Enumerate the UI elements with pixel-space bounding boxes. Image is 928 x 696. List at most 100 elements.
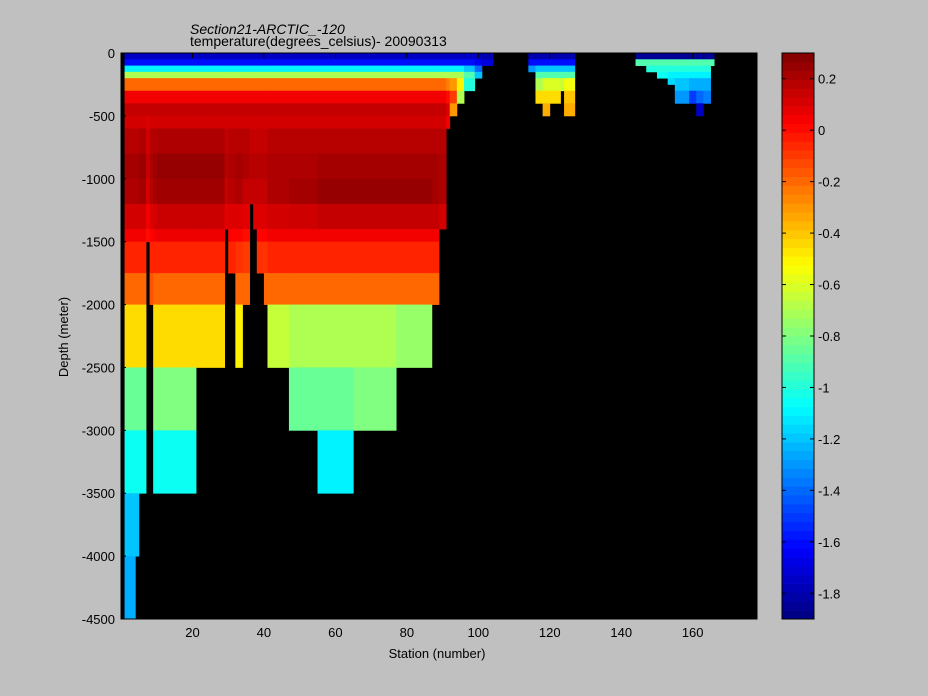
heatmap-cell [710, 59, 715, 66]
heatmap-cell [439, 115, 447, 129]
heatmap-cell [235, 229, 243, 243]
heatmap-cell [249, 90, 254, 104]
plot-area [120, 52, 758, 620]
heatmap-cell [317, 229, 354, 243]
heatmap-cell [263, 229, 268, 243]
colorbar-axis: 0.2 0 -0.2 -0.4 -0.6 -0.8 -1 -1.2 -1.4 -1.6 -1.8 [782, 72, 840, 601]
heatmap-cell [156, 430, 197, 494]
heatmap-cell [353, 304, 397, 368]
heatmap-cell [242, 53, 251, 60]
heatmap-cell [549, 65, 561, 73]
heatmap-cell [439, 178, 447, 205]
heatmap-cell [549, 71, 561, 79]
heatmap-cell [263, 59, 268, 66]
heatmap-cell [396, 273, 433, 305]
heatmap-cell [667, 71, 676, 79]
heatmap-cell [353, 53, 397, 60]
heatmap-cell [156, 178, 197, 205]
colorbar-swatch [782, 247, 814, 257]
heatmap-cell [249, 103, 254, 117]
heatmap-cell [146, 103, 150, 117]
heatmap-cell [549, 53, 561, 60]
heatmap-cell [267, 178, 290, 205]
colorbar-tick-label: -0.8 [818, 329, 840, 344]
heatmap-cell [135, 367, 140, 431]
heatmap-cell [535, 59, 544, 66]
x-tick-label: 40 [257, 625, 271, 640]
heatmap-cell [124, 229, 136, 243]
heatmap-cell [253, 53, 258, 60]
heatmap-cell [696, 90, 704, 104]
heatmap-cell [138, 229, 147, 243]
colorbar-swatch [782, 221, 814, 231]
colorbar-swatch [782, 123, 814, 133]
heatmap-cell [464, 53, 476, 60]
heatmap-cell [396, 229, 433, 243]
colorbar [781, 52, 815, 620]
heatmap-cell [235, 71, 243, 79]
heatmap-cell [674, 65, 690, 73]
heatmap-cell [256, 53, 265, 60]
heatmap-cell [464, 65, 476, 73]
colorbar-swatch [782, 512, 814, 523]
heatmap-cell [317, 90, 354, 104]
heatmap-cell [156, 71, 197, 79]
colorbar-swatch [782, 150, 814, 160]
heatmap-cell [153, 304, 158, 368]
heatmap-cell [156, 367, 197, 431]
heatmap-cell [446, 115, 451, 129]
heatmap-cell [124, 65, 136, 73]
heatmap-cell [249, 115, 254, 129]
heatmap-cell [149, 59, 154, 66]
heatmap-cell [431, 241, 440, 274]
heatmap-cell [124, 493, 136, 557]
heatmap-cell [646, 59, 658, 66]
chart-subtitle: temperature(degrees_celsius)- 20090313 [190, 33, 447, 49]
y-tick-label: -2000 [82, 298, 115, 313]
heatmap-cell [449, 71, 458, 79]
heatmap-cell [560, 53, 565, 60]
heatmap-cell [439, 203, 447, 230]
heatmap-cell [446, 78, 451, 92]
heatmap-cell [549, 59, 561, 66]
heatmap-cell [153, 65, 158, 73]
colorbar-tick-label: -1.8 [818, 586, 840, 601]
heatmap-cell [449, 65, 458, 73]
heatmap-cell [288, 304, 318, 368]
heatmap-cell [667, 65, 676, 73]
heatmap-cell [149, 90, 154, 104]
heatmap-cell [535, 90, 544, 104]
heatmap-cell [228, 59, 236, 66]
colorbar-swatch [782, 265, 814, 275]
heatmap-cell [249, 178, 254, 205]
heatmap-cell [446, 90, 451, 104]
y-tick-label: -2500 [82, 360, 115, 375]
heatmap-cell [135, 65, 140, 73]
heatmap-cell [235, 128, 243, 155]
heatmap-cell [242, 115, 251, 129]
colorbar-swatch [782, 362, 814, 372]
y-tick-label: 0 [108, 46, 115, 61]
heatmap-cell [135, 115, 140, 129]
colorbar-swatch [782, 495, 814, 505]
heatmap-cell [474, 59, 483, 66]
heatmap-cell [138, 241, 147, 274]
x-axis-label: Station (number) [389, 646, 486, 661]
heatmap-cell [153, 71, 158, 79]
heatmap-cell [696, 65, 704, 73]
heatmap-cell [138, 153, 147, 180]
heatmap-cell [256, 178, 265, 205]
heatmap-cell [535, 78, 544, 92]
heatmap-cell [235, 103, 243, 117]
heatmap-cell [474, 65, 483, 73]
colorbar-swatch [782, 274, 814, 284]
heatmap-cell [235, 65, 243, 73]
heatmap-cell [481, 53, 493, 60]
heatmap-cell [431, 273, 440, 305]
x-tick-label: 100 [467, 625, 489, 640]
y-tick-label: -3500 [82, 486, 115, 501]
heatmap-cell [228, 153, 236, 180]
heatmap-cell [228, 65, 236, 73]
heatmap-cell [267, 90, 290, 104]
heatmap-cell [253, 103, 258, 117]
